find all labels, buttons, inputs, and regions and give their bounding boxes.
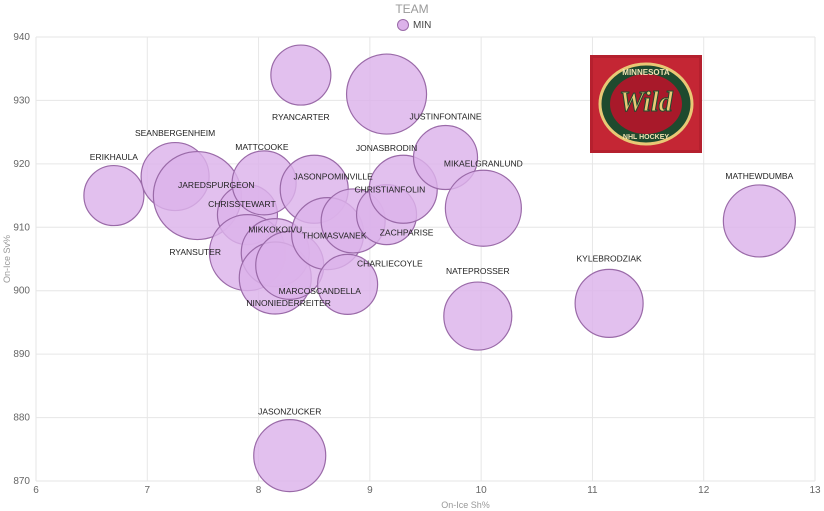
- data-label: MIKKOKOIVU: [248, 224, 302, 234]
- data-label: ERIKHAULA: [90, 152, 139, 162]
- bubble-point[interactable]: [317, 253, 379, 315]
- bubble-point[interactable]: [253, 419, 327, 493]
- data-label: JUSTINFONTAINE: [409, 111, 481, 121]
- y-tick-label: 880: [13, 413, 30, 424]
- data-label: CHRISSTEWART: [208, 199, 276, 209]
- bubble-point[interactable]: [444, 169, 522, 247]
- data-label: CHRISTIANFOLIN: [354, 184, 425, 194]
- bubble-point[interactable]: [574, 268, 644, 338]
- bubble-point[interactable]: [443, 281, 513, 351]
- legend-entry[interactable]: MIN: [397, 19, 431, 31]
- y-tick-label: 870: [13, 476, 30, 487]
- x-tick-label: 7: [145, 485, 151, 496]
- svg-text:Wild: Wild: [619, 87, 673, 118]
- minnesota-wild-logo: MINNESOTA Wild NHL HOCKEY: [590, 55, 702, 153]
- legend-swatch-icon: [397, 19, 409, 31]
- data-label: MATHEWDUMBA: [725, 171, 793, 181]
- y-tick-label: 920: [13, 159, 30, 170]
- bubble-point[interactable]: [345, 53, 428, 135]
- y-tick-label: 910: [13, 222, 30, 233]
- data-label: NINONIEDERREITER: [246, 298, 331, 308]
- legend-title: TEAM: [395, 2, 429, 16]
- x-tick-label: 6: [33, 485, 39, 496]
- data-label: MATTCOOKE: [235, 142, 289, 152]
- y-tick-label: 930: [13, 95, 30, 106]
- legend-entry-label: MIN: [413, 19, 432, 31]
- data-label: MARCOSCANDELLA: [279, 286, 362, 296]
- bubble-point[interactable]: [412, 124, 479, 191]
- data-label: KYLEBRODZIAK: [577, 254, 643, 264]
- data-label: MIKAELGRANLUND: [444, 158, 523, 168]
- data-label: JASONPOMINVILLE: [293, 172, 373, 182]
- data-label: ZACHPARISE: [380, 228, 434, 238]
- y-tick-label: 900: [13, 286, 30, 297]
- data-label: THOMASVANEK: [302, 231, 367, 241]
- data-label: JASONZUCKER: [258, 406, 321, 416]
- y-tick-label: 890: [13, 349, 30, 360]
- svg-text:NHL HOCKEY: NHL HOCKEY: [623, 134, 669, 141]
- data-label: RYANSUTER: [169, 247, 221, 257]
- x-tick-label: 11: [587, 485, 598, 496]
- data-label: CHARLIECOYLE: [357, 259, 423, 269]
- x-tick-label: 8: [256, 485, 262, 496]
- y-tick-label: 940: [13, 32, 30, 43]
- bubble-point[interactable]: [270, 44, 332, 106]
- x-axis-label: On-Ice Sh%: [441, 500, 490, 510]
- bubble-point[interactable]: [722, 184, 796, 258]
- x-tick-label: 9: [367, 485, 373, 496]
- data-label: RYANCARTER: [272, 112, 330, 122]
- data-label: NATEPROSSER: [446, 266, 510, 276]
- data-label: JONASBRODIN: [356, 143, 417, 153]
- svg-text:MINNESOTA: MINNESOTA: [622, 68, 670, 77]
- data-label: JAREDSPURGEON: [178, 180, 255, 190]
- data-label: SEANBERGENHEIM: [135, 128, 215, 138]
- y-axis-label: On-Ice Sv%: [2, 235, 12, 283]
- bubble-point[interactable]: [83, 164, 145, 227]
- x-tick-label: 12: [698, 485, 710, 496]
- x-tick-label: 13: [809, 485, 821, 496]
- x-tick-label: 10: [476, 485, 488, 496]
